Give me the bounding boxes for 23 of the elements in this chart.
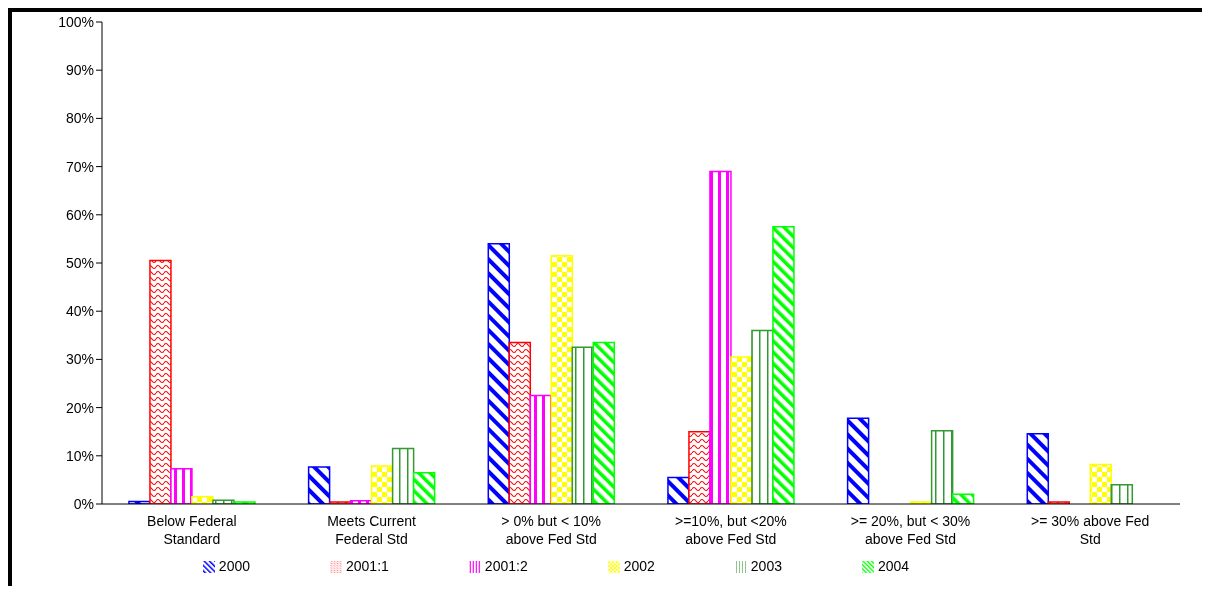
y-tick-label: 90%	[65, 62, 94, 79]
legend-label: 2000	[218, 558, 251, 574]
x-tick-label: Below Federal Standard	[147, 513, 237, 547]
x-tick-label: Meets Current Federal Std	[327, 513, 416, 547]
legend-label: 2003	[750, 558, 782, 574]
x-tick-label: >= 20%, but < 30% above Fed Std	[850, 513, 971, 547]
y-tick-label: 80%	[65, 110, 94, 127]
legend-label: 2001:2	[484, 558, 528, 574]
y-tick-label: 10%	[65, 447, 94, 464]
x-tick-label: >= 30% above Fed Std	[1031, 513, 1150, 547]
y-tick-label: 40%	[65, 303, 94, 320]
legend-label: 2001:1	[346, 558, 389, 574]
x-tick-label: > 0% but < 10% above Fed Std	[501, 513, 601, 547]
y-tick-label: 0%	[73, 495, 94, 512]
legend-label: 2002	[623, 558, 655, 574]
y-tick-label: 70%	[65, 158, 94, 175]
y-tick-label: 100%	[58, 13, 94, 30]
legend-label: 2004	[877, 558, 910, 574]
y-tick-label: 60%	[65, 206, 94, 223]
y-tick-label: 50%	[65, 254, 94, 271]
y-tick-label: 20%	[65, 399, 94, 416]
x-tick-label: >=10%, but <20% above Fed Std	[674, 513, 787, 547]
y-tick-label: 30%	[65, 351, 94, 368]
